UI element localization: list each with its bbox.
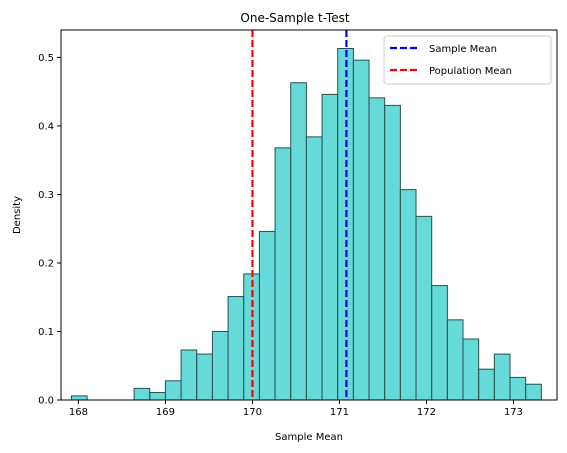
legend-label-population-mean: Population Mean [429,66,512,77]
y-tick-label: 0.4 [38,121,54,132]
histogram-bar [415,215,433,401]
histogram-bar [446,319,464,401]
x-tick-label: 168 [69,407,88,418]
histogram-bar [525,383,542,401]
histogram-bar [164,380,182,401]
histogram-bar [399,189,417,401]
y-tick-label: 0.2 [38,258,54,269]
x-axis-ticks: 168 169 170 171 172 173 [69,400,523,418]
histogram-bar [70,395,88,401]
y-axis-label: Density [12,196,23,234]
legend-label-sample-mean: Sample Mean [429,44,497,55]
legend-box [383,35,552,85]
histogram-bar [509,376,527,401]
x-axis-label: Sample Mean [275,432,343,443]
chart-title: One-Sample t-Test [240,11,349,25]
histogram-bar [211,330,229,401]
histogram-bar [352,59,370,401]
plot-frame [60,29,558,401]
histogram-bar [478,368,495,401]
legend: Sample Mean Population Mean [383,35,552,85]
histogram-bar [274,147,292,401]
y-axis-ticks: 0.0 0.1 0.2 0.3 0.4 0.5 [38,53,61,407]
y-tick-label: 0.3 [38,190,54,201]
histogram-bar [462,338,480,401]
x-tick-label: 172 [417,407,436,418]
x-tick-label: 171 [330,407,349,418]
histogram-bar [384,104,401,401]
y-tick-label: 0.5 [38,53,54,64]
histogram-bar [133,387,151,401]
x-tick-label: 173 [504,407,523,418]
y-tick-label: 0.1 [38,327,54,338]
x-tick-label: 169 [156,407,175,418]
histogram-bar [196,353,213,401]
histogram-bar [493,353,511,401]
histogram-bar [227,296,245,401]
histogram-bar [258,230,276,401]
histogram-bar [368,97,386,401]
histogram-bar [305,136,323,401]
histogram-bar [431,285,448,401]
x-tick-label: 170 [243,407,262,418]
histogram-bar [290,82,307,401]
histogram-bar [180,349,198,401]
histogram-bar [149,391,166,401]
histogram-bar [321,93,339,401]
reference-lines [251,30,348,400]
y-tick-label: 0.0 [38,396,54,407]
